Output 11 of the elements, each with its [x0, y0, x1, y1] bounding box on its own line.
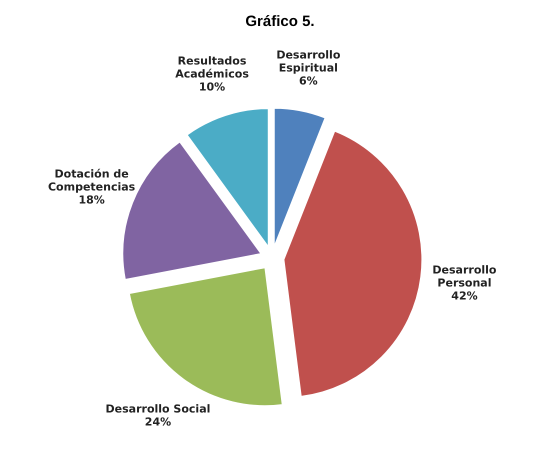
data-label: 18%	[78, 194, 105, 207]
data-label: 42%	[451, 289, 478, 302]
slice-label: Resultados Académicos	[175, 54, 250, 80]
slice-label: Desarrollo Personal	[432, 263, 497, 290]
slice-label: Dotación de Competencias	[48, 168, 136, 194]
data-label: 6%	[299, 74, 318, 88]
chart-title: Gráfico 5.	[245, 13, 315, 30]
data-label: 10%	[198, 80, 226, 94]
slice-label: Desarrollo Espiritual	[276, 48, 341, 74]
slice-label: Desarrollo Social	[106, 402, 210, 416]
data-label: 24%	[144, 415, 172, 428]
